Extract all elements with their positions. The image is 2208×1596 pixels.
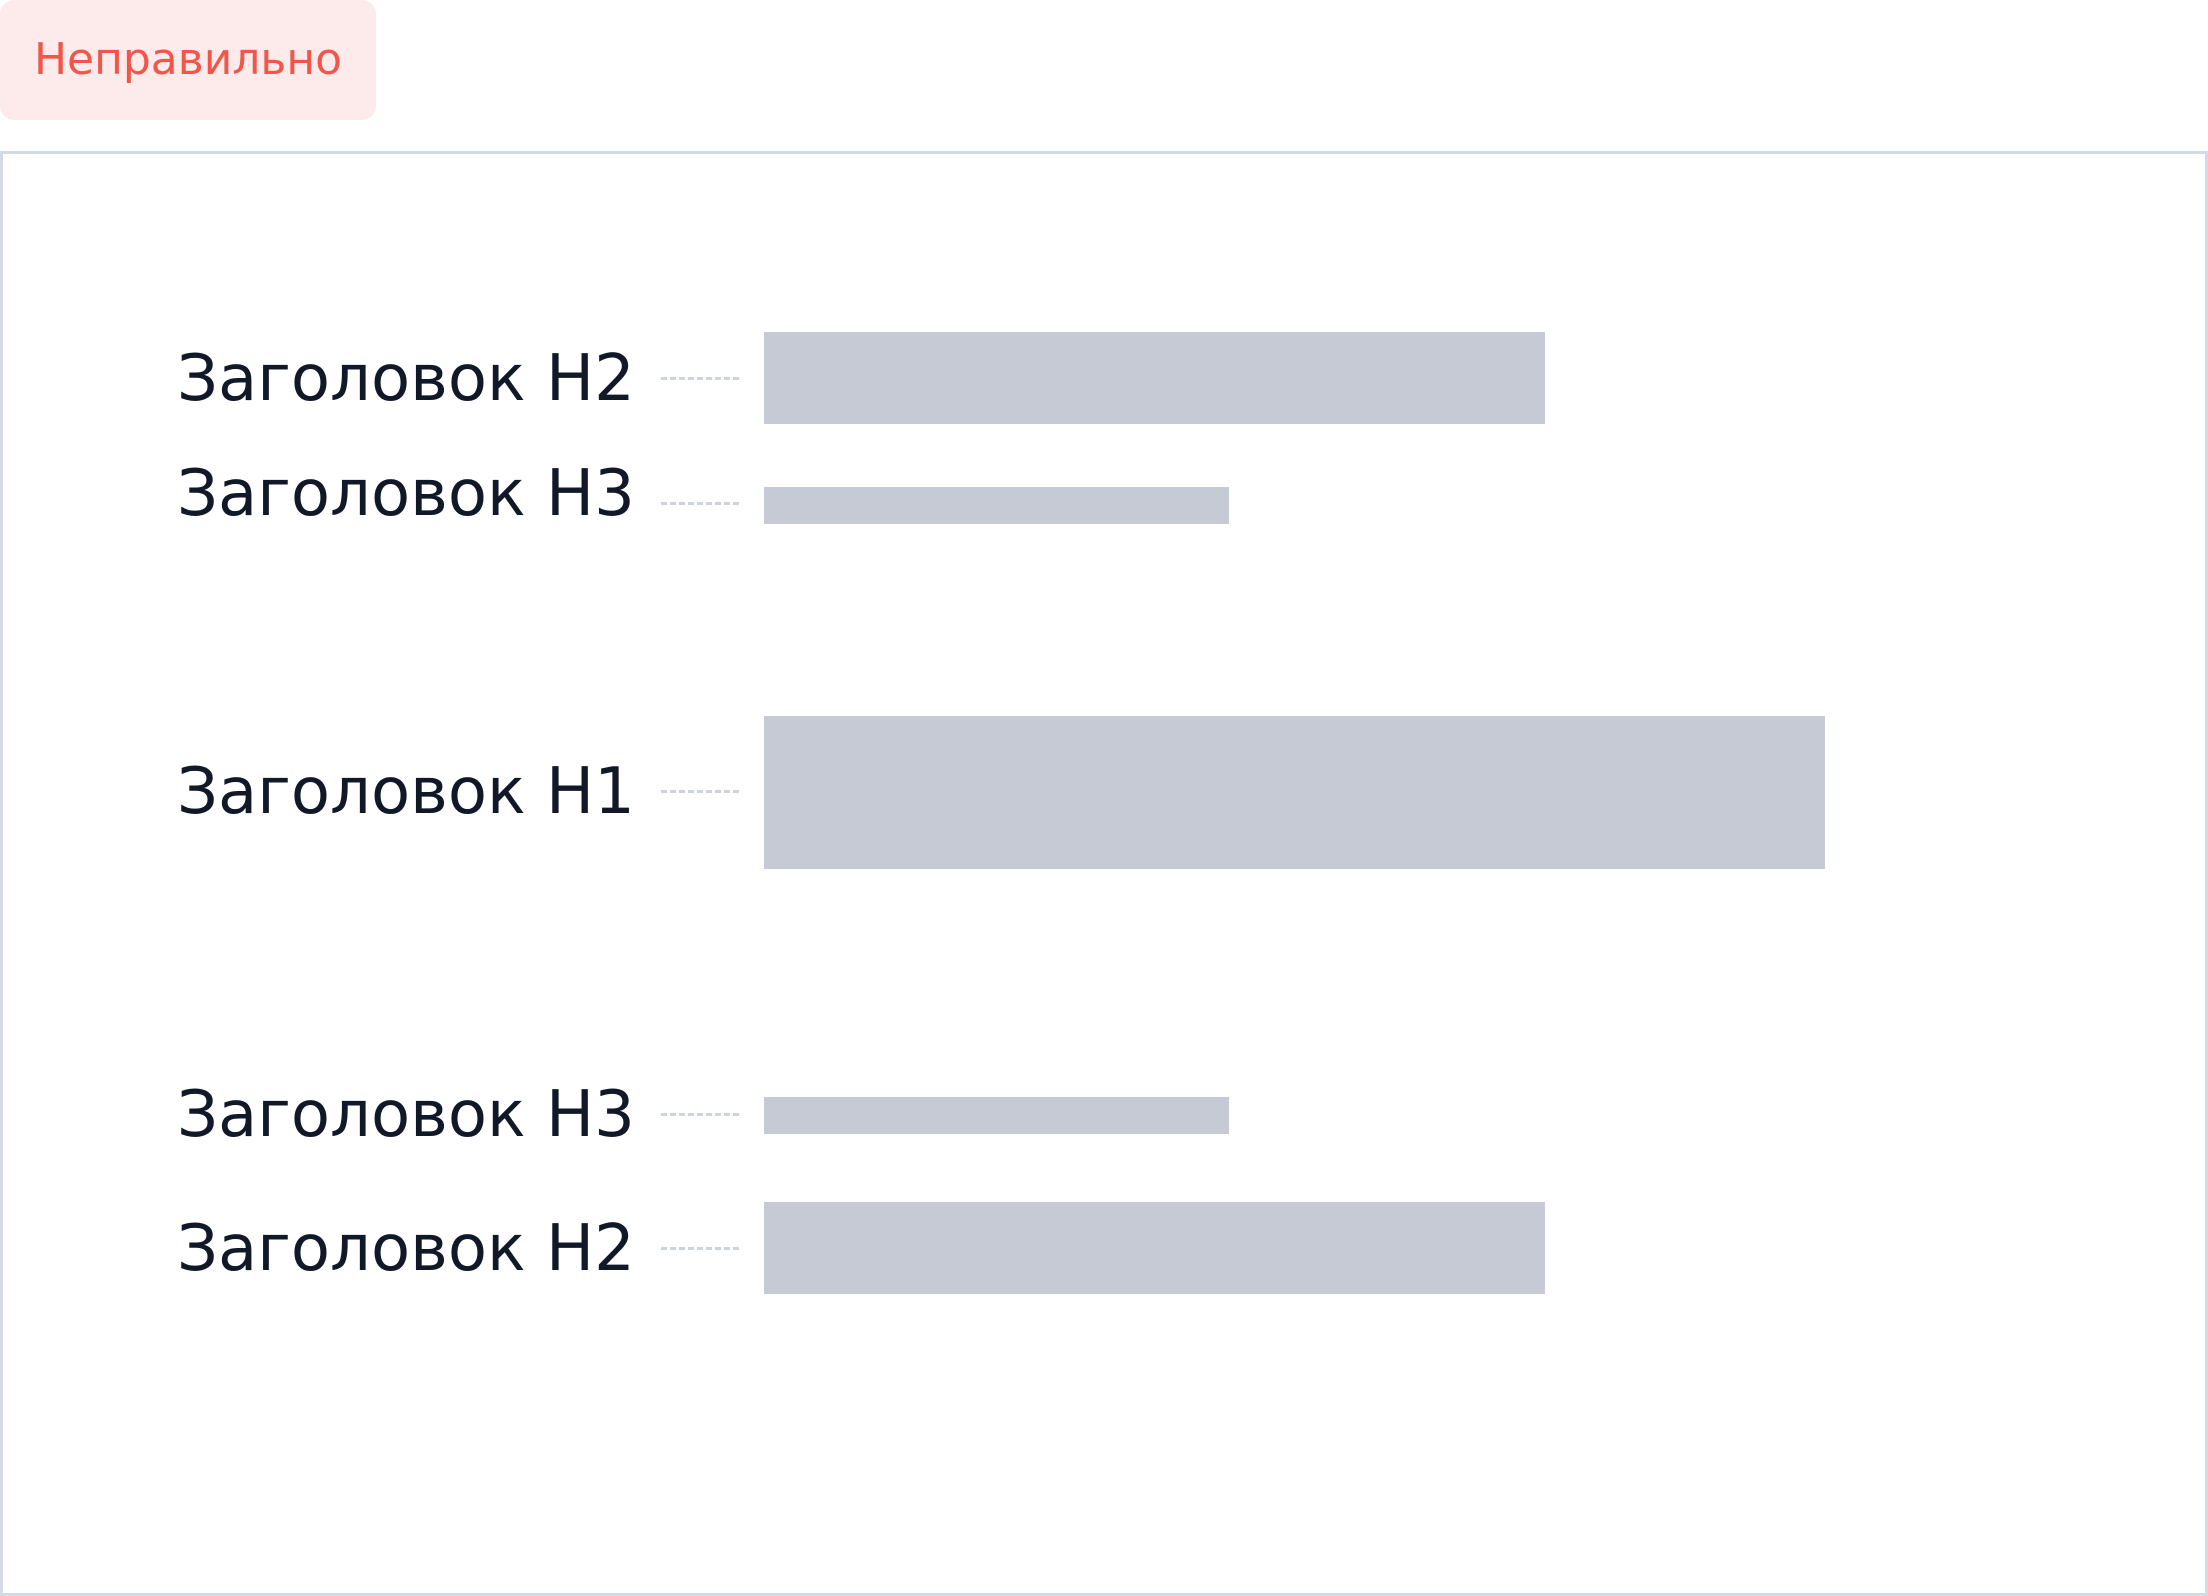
heading-bar-h1 [764,716,1825,869]
heading-row-h2: Заголовок Н2 [3,1202,2205,1296]
heading-bar-h2 [764,332,1545,424]
page-frame: Заголовок Н2 Заголовок Н3 Заголовок Н1 З… [0,151,2208,1596]
heading-label: Заголовок Н1 [177,755,635,829]
heading-label: Заголовок Н2 [177,342,635,416]
heading-row-h3: Заголовок Н3 [3,454,2205,554]
leader-line [661,1113,739,1116]
heading-bar-h3 [764,1097,1229,1134]
heading-row-h3: Заголовок Н3 [3,1075,2205,1155]
heading-row-h1: Заголовок Н1 [3,716,2205,869]
leader-line [661,1247,739,1250]
heading-bar-h3 [764,487,1229,524]
heading-bar-h2 [764,1202,1545,1294]
heading-label: Заголовок Н3 [177,1078,635,1152]
incorrect-badge: Неправильно [0,0,376,120]
heading-row-h2: Заголовок Н2 [3,332,2205,426]
heading-label: Заголовок Н2 [177,1212,635,1286]
heading-label: Заголовок Н3 [177,457,635,531]
leader-line [661,790,739,793]
leader-line [661,377,739,380]
leader-line [661,502,739,505]
